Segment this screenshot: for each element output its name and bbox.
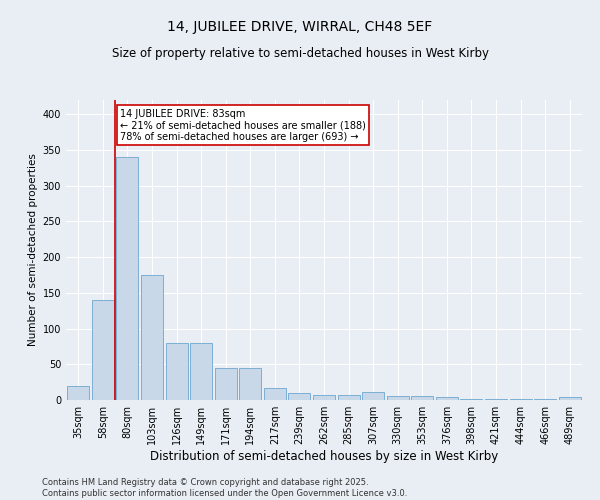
- Bar: [190, 343, 212, 400]
- Bar: [559, 397, 581, 400]
- Bar: [411, 396, 433, 400]
- Text: Size of property relative to semi-detached houses in West Kirby: Size of property relative to semi-detach…: [112, 48, 488, 60]
- Bar: [239, 368, 262, 400]
- Bar: [67, 386, 89, 400]
- Text: 14, JUBILEE DRIVE, WIRRAL, CH48 5EF: 14, JUBILEE DRIVE, WIRRAL, CH48 5EF: [167, 20, 433, 34]
- Bar: [116, 157, 139, 400]
- Bar: [338, 395, 359, 400]
- Bar: [141, 275, 163, 400]
- Bar: [386, 396, 409, 400]
- Bar: [289, 393, 310, 400]
- Bar: [92, 300, 114, 400]
- Bar: [264, 388, 286, 400]
- Bar: [215, 368, 237, 400]
- Text: 14 JUBILEE DRIVE: 83sqm
← 21% of semi-detached houses are smaller (188)
78% of s: 14 JUBILEE DRIVE: 83sqm ← 21% of semi-de…: [120, 108, 366, 142]
- Bar: [166, 343, 188, 400]
- Bar: [436, 397, 458, 400]
- Y-axis label: Number of semi-detached properties: Number of semi-detached properties: [28, 154, 38, 346]
- Bar: [362, 392, 384, 400]
- Bar: [485, 398, 507, 400]
- Text: Contains HM Land Registry data © Crown copyright and database right 2025.
Contai: Contains HM Land Registry data © Crown c…: [42, 478, 407, 498]
- X-axis label: Distribution of semi-detached houses by size in West Kirby: Distribution of semi-detached houses by …: [150, 450, 498, 463]
- Bar: [460, 398, 482, 400]
- Bar: [313, 395, 335, 400]
